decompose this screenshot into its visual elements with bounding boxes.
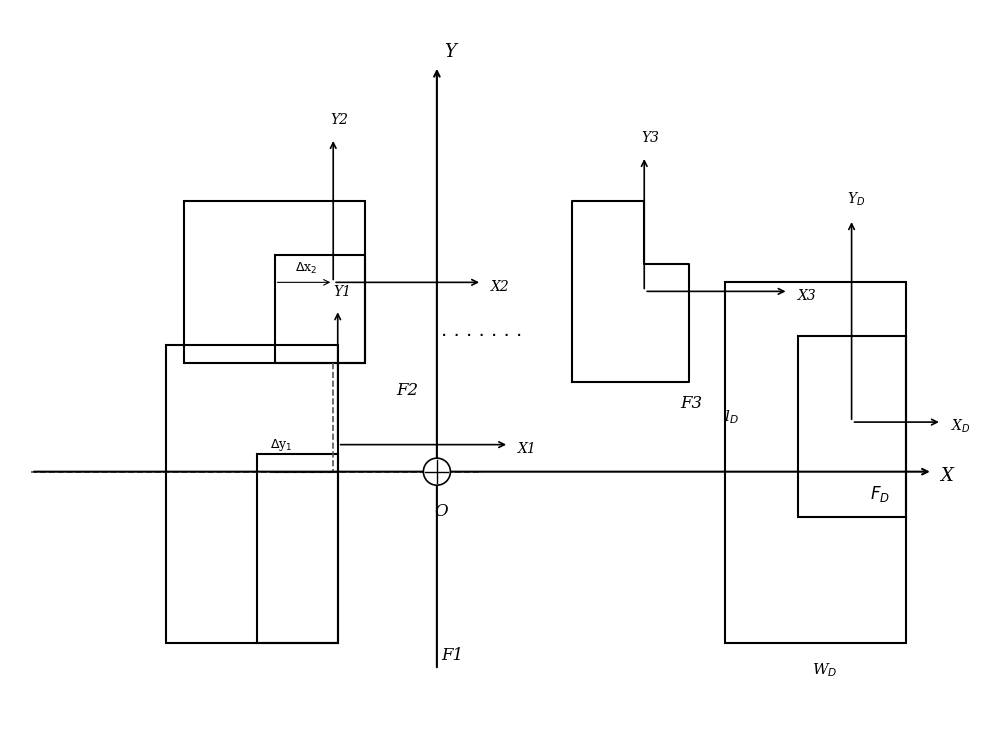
Text: O: O xyxy=(435,503,448,520)
Text: Y2: Y2 xyxy=(331,113,349,127)
Text: X$_D$: X$_D$ xyxy=(951,418,971,435)
Text: X1: X1 xyxy=(518,442,537,456)
Bar xyxy=(257,453,338,643)
Text: $F_D$: $F_D$ xyxy=(870,484,890,504)
Text: l$_D$: l$_D$ xyxy=(724,408,739,426)
Text: Y3: Y3 xyxy=(642,131,660,145)
Text: Y: Y xyxy=(444,43,456,62)
Text: Y$_D$: Y$_D$ xyxy=(847,191,865,208)
Text: F1: F1 xyxy=(441,648,464,665)
Text: Y1: Y1 xyxy=(333,285,351,299)
Text: F2: F2 xyxy=(396,381,418,398)
Text: F3: F3 xyxy=(680,395,702,412)
Bar xyxy=(166,345,338,643)
Text: X3: X3 xyxy=(798,289,816,303)
Text: $\Delta$x$_2$: $\Delta$x$_2$ xyxy=(295,261,317,276)
Bar xyxy=(725,283,906,643)
Text: X2: X2 xyxy=(491,280,510,294)
Text: W$_D$: W$_D$ xyxy=(812,661,837,679)
Text: X: X xyxy=(940,467,953,485)
Circle shape xyxy=(423,458,450,485)
Text: $\Delta$y$_1$: $\Delta$y$_1$ xyxy=(270,436,293,453)
Text: · · · · · · ·: · · · · · · · xyxy=(441,327,523,346)
Bar xyxy=(184,201,365,364)
Bar xyxy=(798,336,906,517)
Bar xyxy=(275,255,365,364)
